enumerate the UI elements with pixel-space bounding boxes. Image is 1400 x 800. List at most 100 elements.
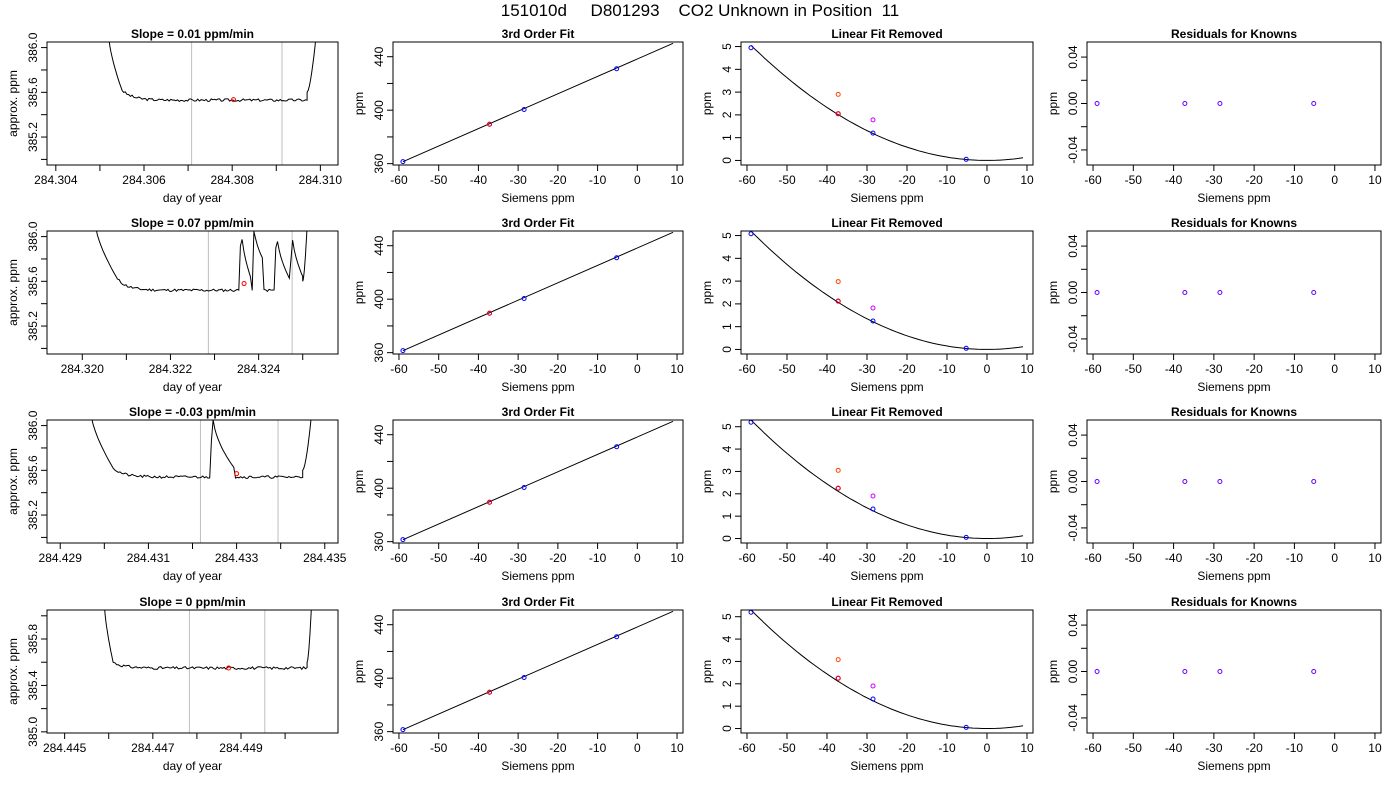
x-tick-label: 284.447: [131, 741, 175, 755]
y-tick-label: 2: [720, 680, 734, 687]
panel-4-1: Slope = 0 ppm/min 284.445 284.447 284.449 38…: [6, 595, 339, 773]
panel-1-1: Slope = 0.01 ppm/min 284.304 284.306 284.30…: [6, 27, 342, 205]
x-axis-label: Siemens ppm: [501, 191, 574, 205]
plot-area: [96, 231, 308, 354]
plot-area: [1094, 290, 1317, 295]
x-tick-label: -50: [1125, 362, 1143, 376]
x-tick-label: -30: [858, 173, 876, 187]
panel-2-3: Linear Fit Removed -60 -50 -40 -30 -20 -10 0 10 0…: [700, 216, 1034, 394]
y-tick-label: 0.04: [1066, 45, 1080, 69]
fit-curve: [402, 420, 674, 541]
data-point: [870, 493, 876, 499]
plot-area: [748, 44, 1024, 162]
x-tick-label: -60: [390, 362, 408, 376]
x-tick-label: -60: [738, 173, 756, 187]
fit-curve: [750, 44, 1024, 161]
x-tick-label: -20: [1245, 362, 1263, 376]
x-tick-label: 284.431: [127, 551, 171, 565]
x-tick-label: -50: [430, 173, 448, 187]
data-point: [1311, 479, 1317, 484]
x-tick-label: 284.306: [122, 173, 166, 187]
x-tick-label: -20: [549, 362, 567, 376]
data-point: [614, 444, 620, 450]
panel-title: Linear Fit Removed: [831, 216, 942, 230]
y-tick-label: 3: [720, 88, 734, 95]
x-tick-label: -60: [1084, 362, 1102, 376]
data-point: [748, 420, 754, 425]
panel-title: Slope = 0.01 ppm/min: [131, 27, 254, 41]
x-tick-label: -50: [1125, 551, 1143, 565]
panel-title: Slope = 0.07 ppm/min: [131, 216, 254, 230]
x-tick-label: 10: [670, 551, 684, 565]
x-tick-label: 10: [1020, 173, 1034, 187]
x-tick-label: 10: [670, 173, 684, 187]
data-point: [835, 91, 841, 97]
plot-frame: [1086, 41, 1382, 166]
y-tick-label: 360: [372, 342, 386, 362]
data-point: [400, 348, 406, 354]
x-axis-label: Siemens ppm: [501, 380, 574, 394]
x-tick-label: -40: [1165, 551, 1183, 565]
data-point: [521, 485, 527, 491]
sample-marker: [231, 97, 237, 103]
y-axis-label: approx. ppm: [6, 638, 20, 705]
plot-frame: [46, 230, 339, 355]
x-tick-label: -20: [549, 173, 567, 187]
x-tick-label: -10: [1286, 173, 1304, 187]
panel-title: Residuals for Knowns: [1171, 27, 1297, 41]
x-tick-label: -60: [738, 362, 756, 376]
data-point: [400, 159, 406, 165]
x-tick-label: -30: [509, 741, 527, 755]
plot-frame: [740, 419, 1034, 544]
data-point: [1217, 290, 1223, 295]
y-tick-label: 0.00: [1066, 469, 1080, 493]
data-point: [1182, 479, 1188, 484]
y-tick-label: 440: [372, 614, 386, 634]
x-tick-label: 10: [670, 741, 684, 755]
data-point: [1311, 290, 1317, 295]
x-tick-label: -60: [738, 551, 756, 565]
y-tick-label: 385.2: [26, 311, 40, 341]
y-tick-label: 1: [720, 134, 734, 141]
x-tick-label: 0: [1331, 362, 1338, 376]
x-axis-label: Siemens ppm: [850, 569, 923, 583]
data-point: [963, 724, 969, 730]
y-tick-label: 385.0: [26, 716, 40, 746]
y-tick-label: 2: [720, 300, 734, 307]
y-axis-label: ppm: [700, 470, 714, 493]
y-tick-label: 360: [372, 153, 386, 173]
x-tick-label: -30: [1205, 741, 1223, 755]
data-point: [1094, 479, 1100, 484]
x-tick-label: -60: [390, 173, 408, 187]
y-tick-label: 0.00: [1066, 91, 1080, 115]
panel-3-2: 3rd Order Fit -60 -50 -40 -30 -20 -10 0 10 360 400…: [352, 405, 684, 583]
plot-area: [1094, 479, 1317, 484]
panel-title: Linear Fit Removed: [831, 405, 942, 419]
y-axis-label: ppm: [1046, 660, 1060, 683]
data-point: [835, 675, 841, 681]
panel-2-1: Slope = 0.07 ppm/min 284.320 284.322 284.32…: [6, 216, 339, 394]
y-tick-label: 400: [372, 668, 386, 688]
plot-frame: [392, 230, 684, 355]
fit-curve: [750, 231, 1024, 350]
y-tick-label: 1: [720, 513, 734, 520]
data-point: [835, 467, 841, 473]
plot-frame: [392, 419, 684, 544]
x-tick-label: -40: [470, 362, 488, 376]
x-tick-label: 0: [984, 741, 991, 755]
x-axis-label: Siemens ppm: [1197, 380, 1270, 394]
y-tick-label: 385.8: [26, 624, 40, 654]
x-tick-label: -40: [818, 173, 836, 187]
y-tick-label: 5: [720, 423, 734, 430]
plot-area: [400, 42, 674, 165]
page-title: 151010d D801293 CO2 Unknown in Position …: [500, 1, 900, 20]
x-tick-label: 10: [1368, 173, 1382, 187]
y-tick-label: 4: [720, 255, 734, 262]
panel-2-4: Residuals for Knowns -60 -50 -40 -30 -20 -10 0 1…: [1046, 216, 1382, 394]
x-tick-label: -50: [430, 551, 448, 565]
y-tick-label: -0.04: [1066, 136, 1080, 164]
x-tick-label: -60: [738, 741, 756, 755]
x-tick-label: -60: [1084, 551, 1102, 565]
data-point: [835, 111, 841, 117]
data-point: [835, 279, 841, 285]
